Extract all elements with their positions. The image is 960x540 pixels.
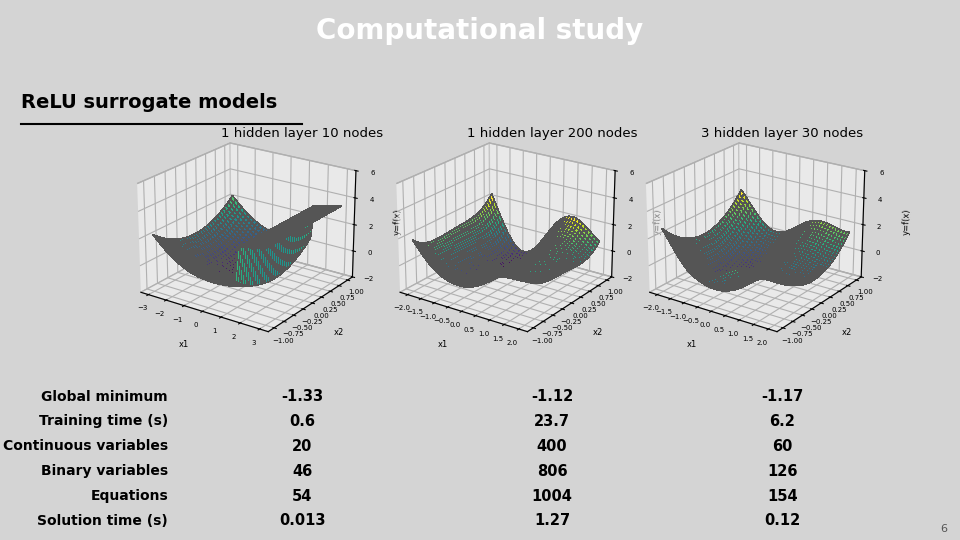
Text: 54: 54 xyxy=(292,489,313,503)
X-axis label: x1: x1 xyxy=(438,340,447,349)
Text: ReLU surrogate models: ReLU surrogate models xyxy=(21,93,277,112)
Text: Solution time (s): Solution time (s) xyxy=(37,514,168,528)
Text: 6: 6 xyxy=(941,524,948,534)
Text: Computational study: Computational study xyxy=(317,17,643,45)
Text: 60: 60 xyxy=(772,439,793,454)
Text: 0.6: 0.6 xyxy=(289,414,316,429)
Text: Continuous variables: Continuous variables xyxy=(3,440,168,454)
Text: -1.17: -1.17 xyxy=(761,389,804,404)
Y-axis label: x2: x2 xyxy=(333,328,344,336)
Text: Binary variables: Binary variables xyxy=(41,464,168,478)
Text: 23.7: 23.7 xyxy=(534,414,570,429)
Text: 400: 400 xyxy=(537,439,567,454)
X-axis label: x1: x1 xyxy=(687,340,697,349)
Text: 3 hidden layer 30 nodes: 3 hidden layer 30 nodes xyxy=(702,126,863,140)
Text: 806: 806 xyxy=(537,464,567,478)
Text: 154: 154 xyxy=(767,489,798,503)
Text: 1 hidden layer 200 nodes: 1 hidden layer 200 nodes xyxy=(467,126,637,140)
Text: 1 hidden layer 10 nodes: 1 hidden layer 10 nodes xyxy=(222,126,383,140)
Y-axis label: x2: x2 xyxy=(842,328,852,336)
X-axis label: x1: x1 xyxy=(179,340,188,349)
Text: 126: 126 xyxy=(767,464,798,478)
Text: -1.33: -1.33 xyxy=(281,389,324,404)
Text: 6.2: 6.2 xyxy=(770,414,795,429)
Y-axis label: x2: x2 xyxy=(592,328,603,336)
Text: 1.27: 1.27 xyxy=(534,514,570,528)
Text: 46: 46 xyxy=(292,464,313,478)
Text: Equations: Equations xyxy=(90,489,168,503)
Text: Global minimum: Global minimum xyxy=(41,390,168,403)
Text: 1004: 1004 xyxy=(532,489,572,503)
Text: 0.12: 0.12 xyxy=(764,514,801,528)
Text: -1.12: -1.12 xyxy=(531,389,573,404)
Text: 20: 20 xyxy=(292,439,313,454)
Text: 0.013: 0.013 xyxy=(279,514,325,528)
Text: Training time (s): Training time (s) xyxy=(38,415,168,428)
